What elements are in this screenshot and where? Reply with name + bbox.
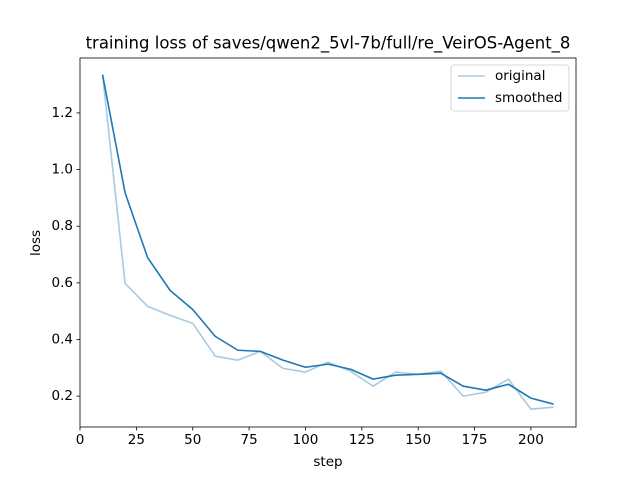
x-tick-label: 125 [349,432,375,448]
y-axis-label: loss [28,230,44,256]
y-tick-label: 0.8 [52,218,73,234]
y-tick-label: 1.0 [52,162,73,178]
x-tick-label: 50 [184,432,201,448]
series-line [101,74,554,410]
x-tick-label: 175 [462,432,488,448]
y-tick-label: 0.2 [52,388,73,404]
series-line [101,74,554,405]
x-tick-label: 150 [405,432,431,448]
chart-title: training loss of saves/qwen2_5vl-7b/full… [86,34,571,54]
axes-frame [79,57,577,428]
x-tick-label: 200 [518,432,544,448]
x-tick-label: 75 [240,432,257,448]
x-tick-label: 25 [128,432,145,448]
legend-label: smoothed [495,90,562,106]
y-tick-label: 0.4 [52,331,73,347]
x-axis-label: step [313,454,342,470]
x-tick-label: 100 [293,432,319,448]
legend-label: original [495,68,545,84]
y-tick-label: 1.2 [52,105,73,121]
x-tick-label: 0 [76,432,85,448]
y-tick-label: 0.6 [52,275,73,291]
